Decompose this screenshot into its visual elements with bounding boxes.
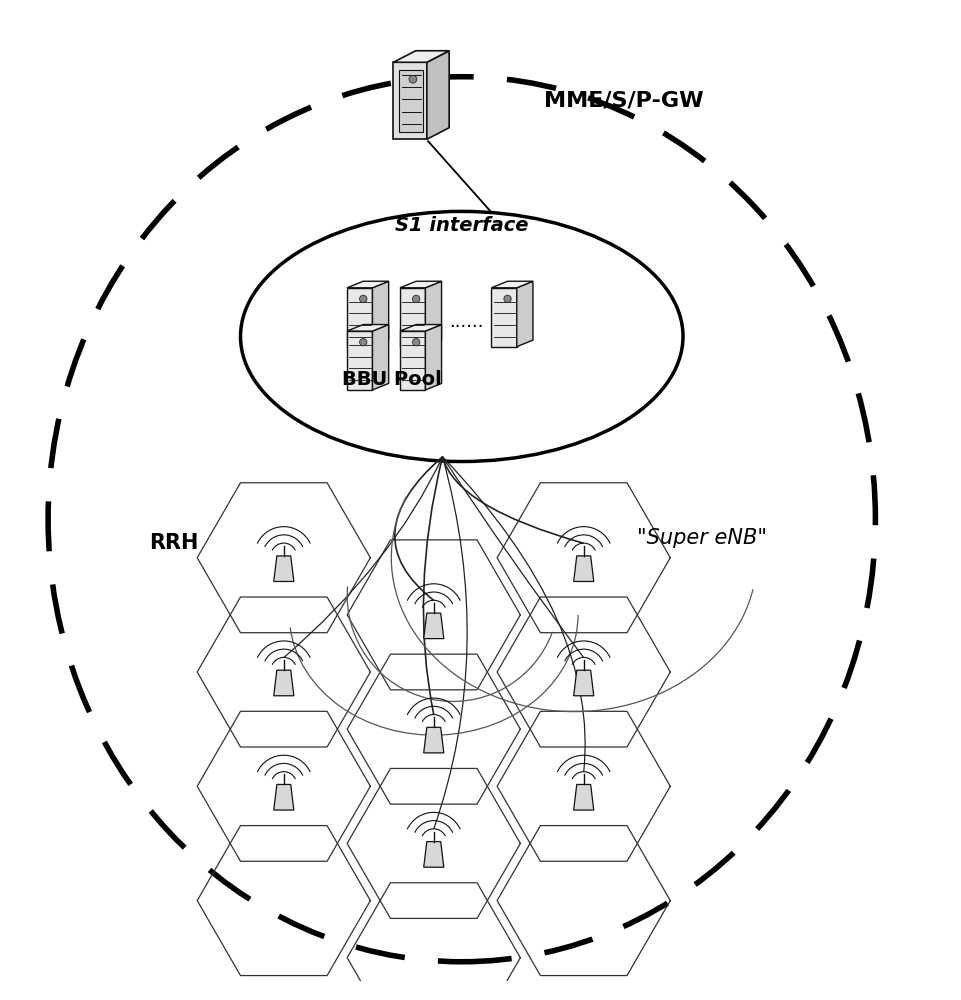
Polygon shape xyxy=(347,281,388,288)
Polygon shape xyxy=(491,288,516,347)
Polygon shape xyxy=(425,281,441,347)
Polygon shape xyxy=(393,51,449,62)
Text: MME/S/P-GW: MME/S/P-GW xyxy=(543,91,702,111)
Polygon shape xyxy=(274,670,293,696)
Polygon shape xyxy=(400,325,441,331)
Polygon shape xyxy=(491,281,532,288)
Circle shape xyxy=(412,295,419,303)
Circle shape xyxy=(408,75,416,83)
Polygon shape xyxy=(347,325,388,331)
Circle shape xyxy=(412,338,419,346)
Polygon shape xyxy=(427,51,449,139)
Polygon shape xyxy=(573,670,593,696)
Polygon shape xyxy=(573,784,593,810)
Polygon shape xyxy=(423,613,443,639)
Polygon shape xyxy=(423,842,443,867)
Ellipse shape xyxy=(240,211,682,462)
Text: ......: ...... xyxy=(449,313,483,331)
Polygon shape xyxy=(372,325,388,390)
Polygon shape xyxy=(400,281,441,288)
Polygon shape xyxy=(274,784,293,810)
Text: RRH: RRH xyxy=(149,533,198,553)
Polygon shape xyxy=(372,281,388,347)
Text: S1 interface: S1 interface xyxy=(395,216,528,235)
Polygon shape xyxy=(573,556,593,581)
Polygon shape xyxy=(347,288,372,347)
Polygon shape xyxy=(516,281,532,347)
Polygon shape xyxy=(347,331,372,390)
Circle shape xyxy=(359,338,366,346)
Text: "Super eNB": "Super eNB" xyxy=(636,528,767,548)
Polygon shape xyxy=(399,70,423,132)
Polygon shape xyxy=(393,62,427,139)
Circle shape xyxy=(504,295,510,303)
Polygon shape xyxy=(423,727,443,753)
Polygon shape xyxy=(400,288,425,347)
Polygon shape xyxy=(425,325,441,390)
Text: BBU Pool: BBU Pool xyxy=(341,370,441,389)
Circle shape xyxy=(359,295,366,303)
Polygon shape xyxy=(274,556,293,581)
Polygon shape xyxy=(400,331,425,390)
